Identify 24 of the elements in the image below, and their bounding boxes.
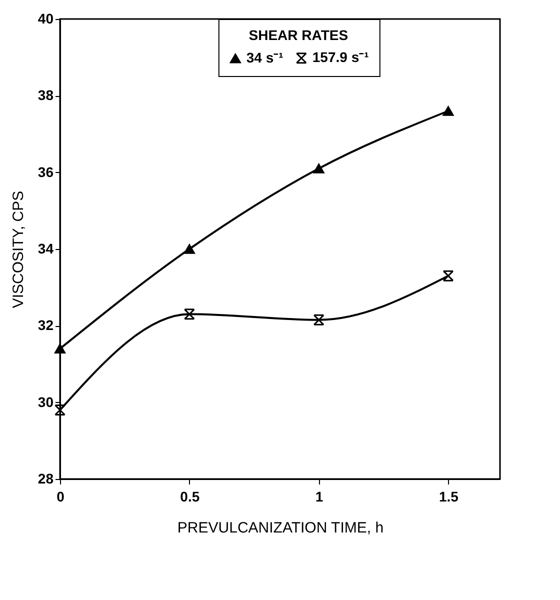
x-axis-title: PREVULCANIZATION TIME, h <box>177 520 384 536</box>
point <box>442 106 454 116</box>
y-tick-label: 28 <box>38 470 54 486</box>
point <box>184 308 195 320</box>
y-tick-label: 34 <box>38 240 54 256</box>
y-tick-label: 32 <box>38 317 54 334</box>
y-tick-label: 30 <box>38 394 54 410</box>
x-tick-label: 0.5 <box>180 488 200 504</box>
point <box>54 344 66 354</box>
y-tick-label: 36 <box>38 164 54 180</box>
x-tick-label: 0 <box>56 488 65 504</box>
point <box>442 270 454 282</box>
point <box>313 314 324 326</box>
x-tick-label: 1 <box>315 488 324 504</box>
y-tick-label: 40 <box>38 10 54 26</box>
point <box>184 244 195 254</box>
point <box>313 164 324 174</box>
x-tick-label: 1.5 <box>439 488 459 504</box>
legend-label: 157.9 s⁻¹ <box>312 49 370 66</box>
y-tick-label: 38 <box>38 87 54 104</box>
legend-label: 34 s⁻¹ <box>246 49 284 66</box>
legend-title: SHEAR RATES <box>248 27 348 43</box>
point <box>54 404 66 416</box>
y-axis-title: VISCOSITY, CPS <box>10 190 27 308</box>
